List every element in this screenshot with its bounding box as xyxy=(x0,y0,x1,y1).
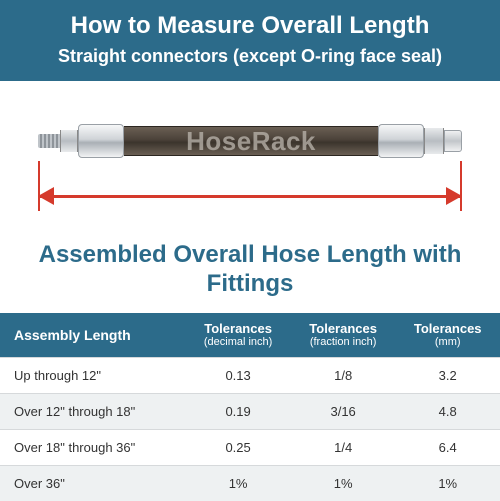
dimension-line xyxy=(38,181,462,211)
col-sublabel: (fraction inch) xyxy=(297,336,390,349)
left-thread-icon xyxy=(38,134,60,148)
arrow-right-icon xyxy=(446,187,462,205)
hose-diagram: HoseRack xyxy=(0,81,500,241)
col-label: Assembly Length xyxy=(14,327,131,343)
table-row: Up through 12" 0.13 1/8 3.2 xyxy=(0,358,500,394)
tolerances-table: Assembly Length Tolerances (decimal inch… xyxy=(0,313,500,501)
dimension-bar xyxy=(38,195,462,198)
hose-body: HoseRack xyxy=(124,126,378,156)
left-hex-icon xyxy=(60,130,78,152)
table-header-row: Assembly Length Tolerances (decimal inch… xyxy=(0,313,500,358)
table-row: Over 18" through 36" 0.25 1/4 6.4 xyxy=(0,430,500,466)
cell-assembly: Over 36" xyxy=(0,466,185,501)
table-row: Over 36" 1% 1% 1% xyxy=(0,466,500,501)
col-label: Tolerances xyxy=(414,321,482,336)
left-ferrule-icon xyxy=(78,124,124,158)
cell-assembly: Up through 12" xyxy=(0,358,185,394)
watermark-text: HoseRack xyxy=(186,126,316,157)
col-header-assembly: Assembly Length xyxy=(0,313,185,358)
diagram-caption: Assembled Overall Hose Length with Fitti… xyxy=(0,241,500,313)
cell-mm: 4.8 xyxy=(395,394,500,430)
page-subtitle: Straight connectors (except O-ring face … xyxy=(16,46,484,67)
cell-decimal: 1% xyxy=(185,466,291,501)
cell-assembly: Over 12" through 18" xyxy=(0,394,185,430)
col-label: Tolerances xyxy=(204,321,272,336)
col-header-mm: Tolerances (mm) xyxy=(395,313,500,358)
arrow-left-icon xyxy=(38,187,54,205)
right-ferrule-icon xyxy=(378,124,424,158)
col-label: Tolerances xyxy=(309,321,377,336)
cell-mm: 1% xyxy=(395,466,500,501)
right-hex-icon xyxy=(424,128,444,154)
table-row: Over 12" through 18" 0.19 3/16 4.8 xyxy=(0,394,500,430)
col-header-decimal: Tolerances (decimal inch) xyxy=(185,313,291,358)
table-body: Up through 12" 0.13 1/8 3.2 Over 12" thr… xyxy=(0,358,500,501)
page-title: How to Measure Overall Length xyxy=(16,12,484,40)
col-sublabel: (mm) xyxy=(401,336,494,349)
cell-fraction: 3/16 xyxy=(291,394,396,430)
cell-assembly: Over 18" through 36" xyxy=(0,430,185,466)
col-header-fraction: Tolerances (fraction inch) xyxy=(291,313,396,358)
cell-mm: 3.2 xyxy=(395,358,500,394)
hose-assembly: HoseRack xyxy=(38,117,462,165)
cell-decimal: 0.13 xyxy=(185,358,291,394)
cell-decimal: 0.25 xyxy=(185,430,291,466)
right-nut-icon xyxy=(444,130,462,152)
cell-decimal: 0.19 xyxy=(185,394,291,430)
cell-fraction: 1/8 xyxy=(291,358,396,394)
header-banner: How to Measure Overall Length Straight c… xyxy=(0,0,500,81)
cell-fraction: 1/4 xyxy=(291,430,396,466)
cell-mm: 6.4 xyxy=(395,430,500,466)
cell-fraction: 1% xyxy=(291,466,396,501)
col-sublabel: (decimal inch) xyxy=(191,336,285,349)
